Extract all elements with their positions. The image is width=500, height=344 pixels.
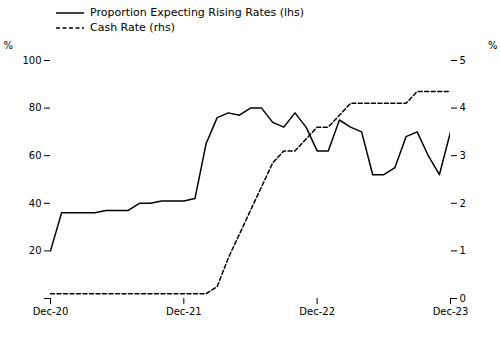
svg-text:5: 5 [460,55,466,66]
svg-text:Dec-21: Dec-21 [166,306,202,317]
svg-text:1: 1 [460,245,466,256]
svg-text:20: 20 [29,245,42,256]
svg-text:2: 2 [460,198,466,209]
svg-text:4: 4 [460,102,466,113]
svg-text:100: 100 [22,55,41,66]
svg-text:0: 0 [460,293,466,304]
svg-text:80: 80 [29,102,42,113]
svg-text:Dec-20: Dec-20 [33,306,69,317]
svg-text:Dec-22: Dec-22 [299,306,335,317]
html-text:Proportion Expecting Rising Ra: Proportion Expecting Rising Rates (lhs) [90,6,305,19]
html-text:Cash Rate (rhs): Cash Rate (rhs) [90,21,175,34]
svg-text:%: % [4,40,14,51]
svg-text:Dec-23: Dec-23 [433,306,469,317]
svg-text:3: 3 [460,150,466,161]
svg-text:40: 40 [29,198,42,209]
svg-text:%: % [488,40,498,51]
svg-text:60: 60 [29,150,42,161]
